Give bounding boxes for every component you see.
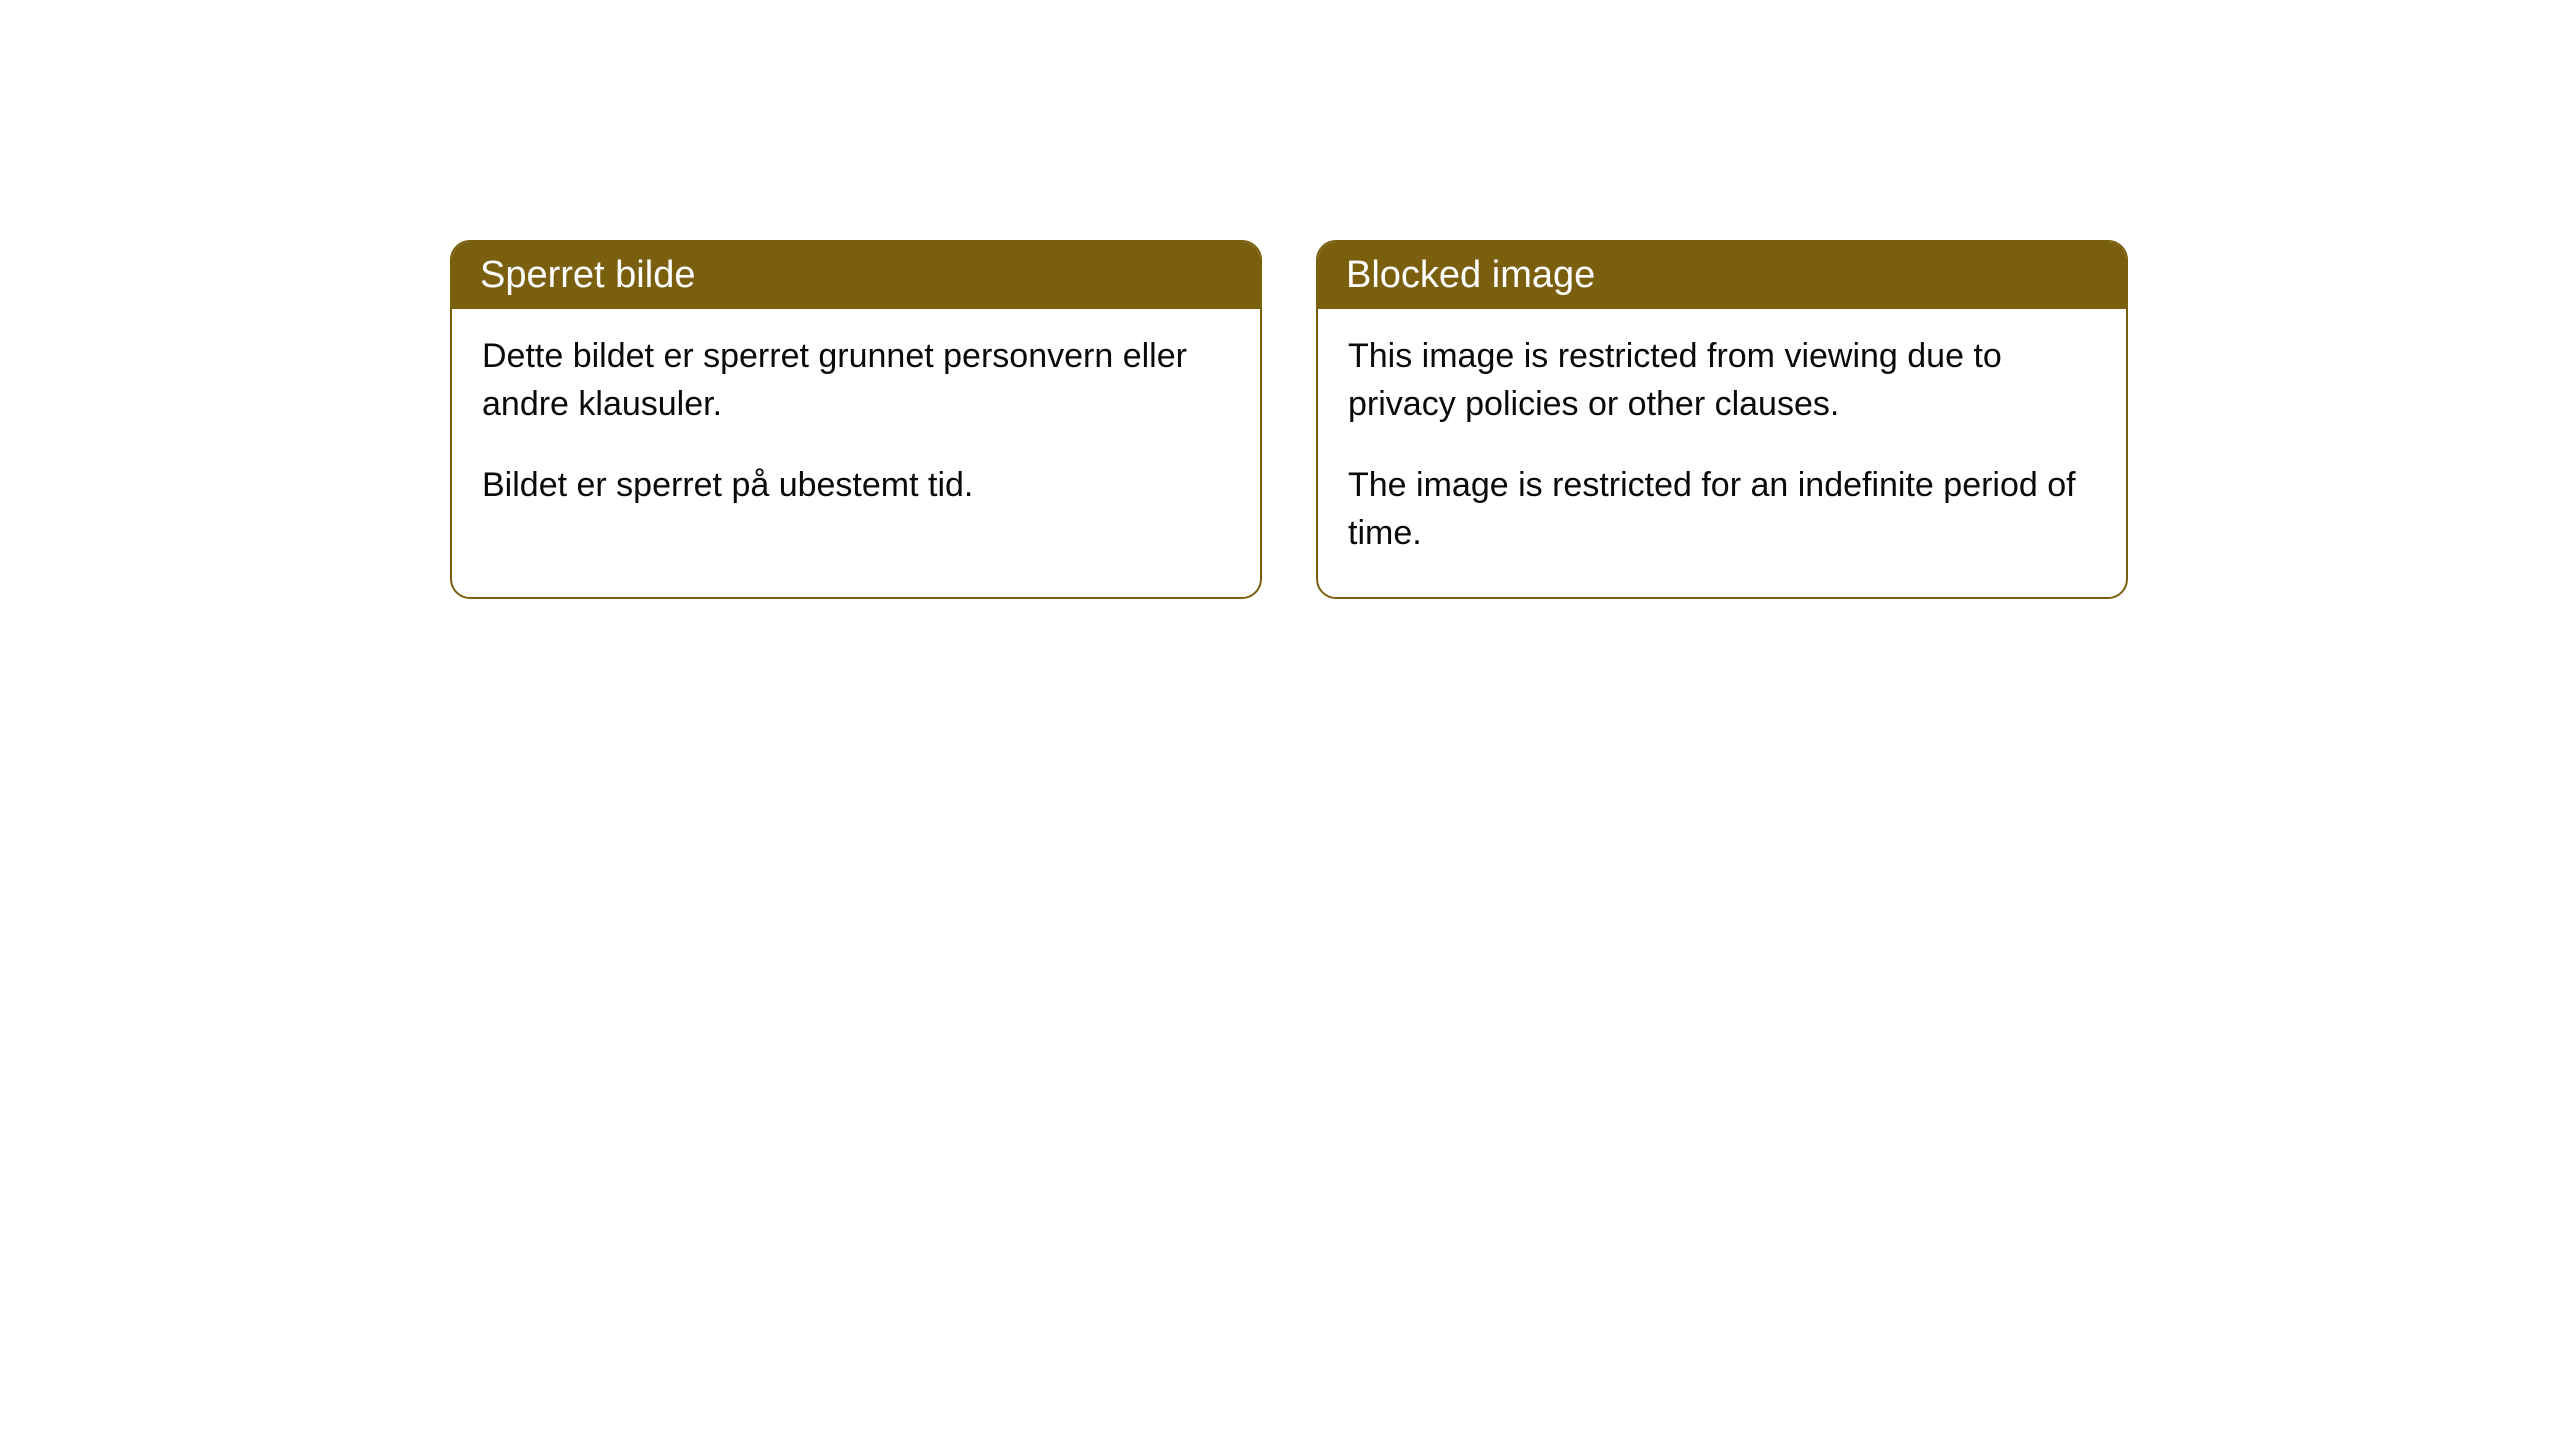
- cards-container: Sperret bilde Dette bildet er sperret gr…: [450, 240, 2128, 599]
- card-text-paragraph: The image is restricted for an indefinit…: [1348, 462, 2096, 557]
- card-title: Sperret bilde: [480, 254, 695, 296]
- blocked-image-card-english: Blocked image This image is restricted f…: [1316, 240, 2128, 599]
- card-title: Blocked image: [1346, 254, 1595, 296]
- card-text-paragraph: Dette bildet er sperret grunnet personve…: [482, 333, 1230, 428]
- blocked-image-card-norwegian: Sperret bilde Dette bildet er sperret gr…: [450, 240, 1262, 599]
- card-header-norwegian: Sperret bilde: [452, 242, 1260, 309]
- card-text-paragraph: Bildet er sperret på ubestemt tid.: [482, 462, 1230, 510]
- card-body-english: This image is restricted from viewing du…: [1318, 309, 2126, 597]
- card-body-norwegian: Dette bildet er sperret grunnet personve…: [452, 309, 1260, 550]
- card-header-english: Blocked image: [1318, 242, 2126, 309]
- card-text-paragraph: This image is restricted from viewing du…: [1348, 333, 2096, 428]
